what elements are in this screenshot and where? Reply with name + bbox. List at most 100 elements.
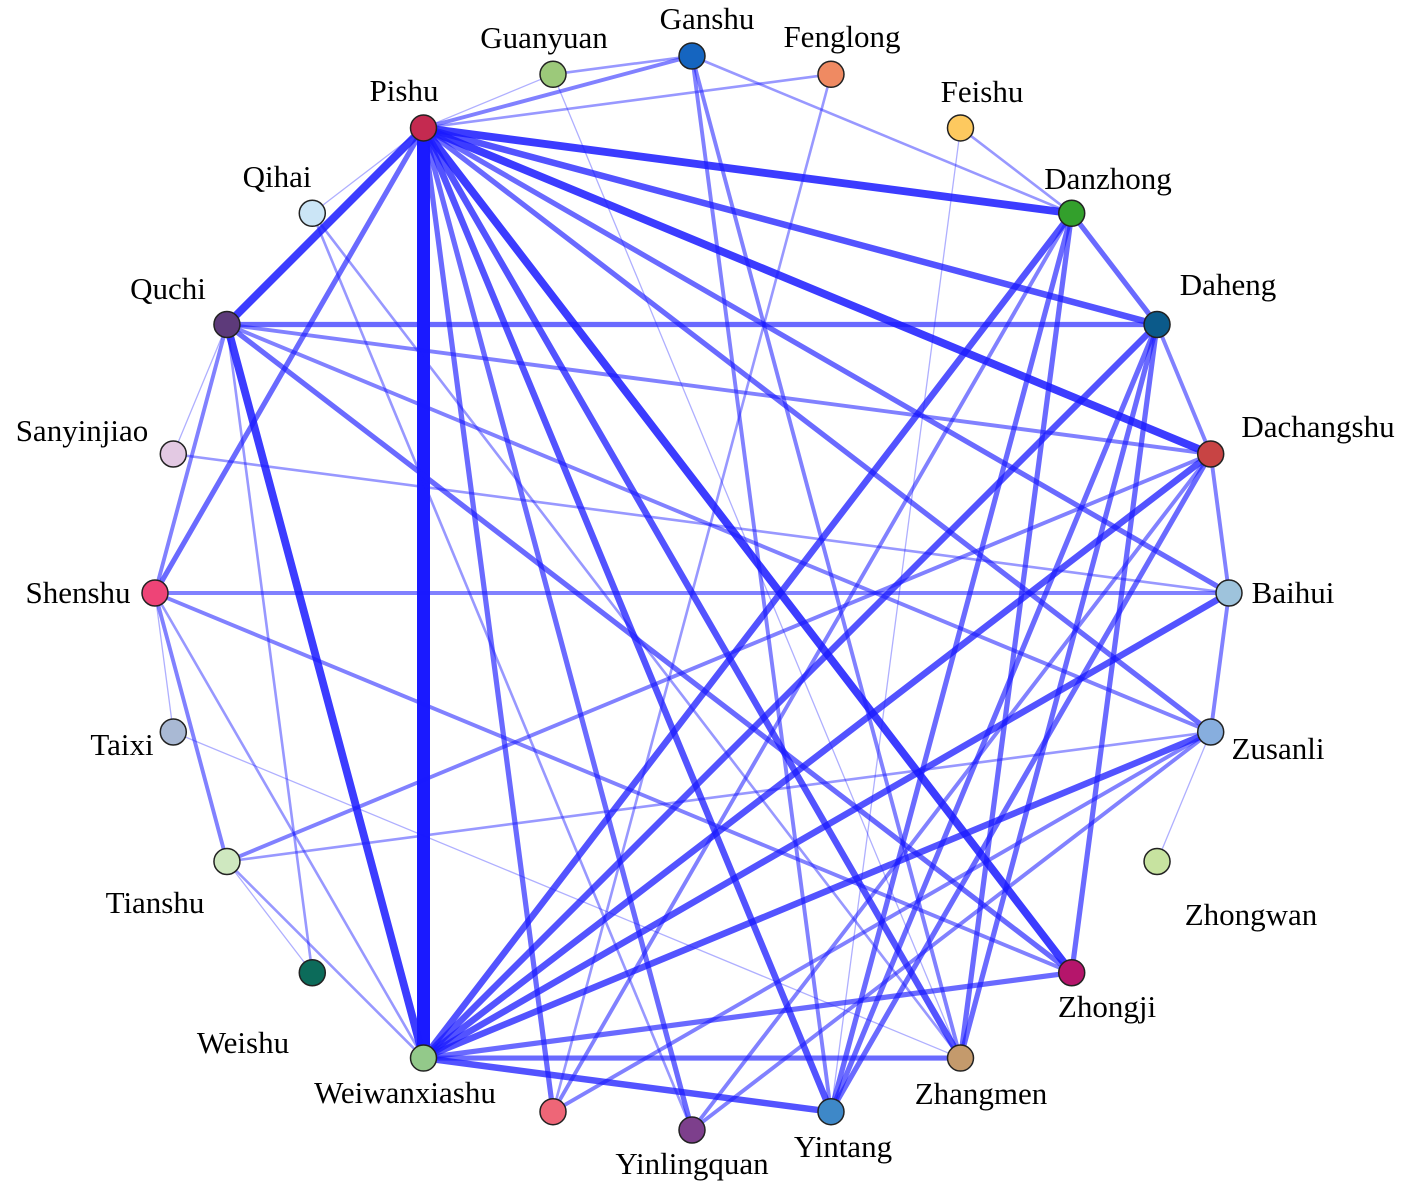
- node: [1196, 718, 1225, 746]
- node-label: Zhongwan: [1185, 897, 1318, 932]
- edge: [420, 125, 1214, 735]
- edge: [959, 126, 1074, 215]
- edge: [1208, 452, 1231, 595]
- edge: [551, 72, 833, 1114]
- node-label: Yintang: [794, 1129, 892, 1164]
- edge: [828, 210, 1075, 1115]
- node-label: Dachangshu: [1241, 409, 1394, 444]
- edge: [172, 323, 228, 455]
- node: [1143, 310, 1171, 339]
- node-label: Guanyuan: [480, 20, 608, 55]
- node-label: Baihui: [1252, 575, 1335, 610]
- node-label: Daheng: [1180, 267, 1276, 302]
- edge: [1155, 322, 1213, 456]
- edge: [422, 72, 833, 130]
- edge: [153, 322, 229, 595]
- node-label: Zhongji: [1058, 989, 1157, 1024]
- edge: [957, 210, 1075, 1061]
- node-label: Fenglong: [783, 19, 900, 54]
- node-label: Tianshu: [106, 885, 205, 920]
- node: [409, 1044, 438, 1072]
- edge: [172, 731, 962, 1059]
- edge: [420, 728, 1214, 1062]
- edge: [420, 589, 1233, 1062]
- node: [141, 579, 169, 607]
- edge: [1069, 321, 1160, 976]
- node: [539, 1097, 567, 1126]
- edge: [310, 211, 694, 1132]
- edge: [551, 54, 694, 76]
- edge: [830, 127, 962, 1113]
- node-label: Ganshu: [660, 1, 755, 36]
- node: [159, 440, 188, 468]
- edge: [422, 73, 554, 129]
- node: [298, 199, 327, 228]
- edge: [311, 127, 425, 214]
- node: [817, 1097, 845, 1126]
- node: [817, 60, 845, 89]
- node-label: Zhangmen: [915, 1076, 1048, 1111]
- edge: [420, 124, 835, 1115]
- edge: [420, 125, 1232, 596]
- edge: [420, 450, 1214, 1062]
- node: [213, 310, 241, 339]
- edge: [551, 211, 1074, 1114]
- edge: [420, 124, 1161, 328]
- node-label: Danzhong: [1044, 161, 1171, 196]
- edge: [225, 323, 314, 975]
- node-label: Taixi: [90, 727, 154, 762]
- node: [213, 847, 241, 876]
- edge: [420, 321, 1161, 1062]
- edge: [421, 54, 694, 130]
- node: [1196, 440, 1225, 468]
- edge: [1208, 591, 1231, 734]
- node: [946, 1044, 975, 1072]
- edge: [690, 54, 833, 1114]
- nodes: [141, 42, 1243, 1144]
- edge: [690, 54, 963, 1061]
- edge: [828, 451, 1214, 1115]
- edge: [420, 1054, 835, 1115]
- edge: [957, 321, 1160, 1061]
- node: [1215, 579, 1243, 607]
- edge: [223, 124, 428, 329]
- edge: [690, 730, 1213, 1132]
- edge: [171, 452, 1231, 595]
- node-label: Feishu: [941, 74, 1024, 109]
- node: [1143, 847, 1171, 876]
- edge: [690, 54, 1074, 215]
- edge: [224, 452, 1213, 864]
- edge: [420, 210, 1075, 1062]
- node-label: Qihai: [243, 159, 312, 194]
- edge: [224, 322, 1213, 734]
- edge: [1156, 731, 1212, 863]
- edge: [310, 211, 962, 1060]
- edge: [225, 730, 1213, 863]
- edge: [552, 73, 962, 1059]
- node-label: Weishu: [197, 1025, 289, 1060]
- edge: [153, 591, 425, 1060]
- node-label: Weiwanxiashu: [314, 1075, 496, 1110]
- node-label: Yinlingquan: [615, 1146, 769, 1181]
- node: [1057, 958, 1086, 987]
- edge: [152, 125, 427, 596]
- node: [409, 114, 438, 142]
- edge: [153, 591, 229, 864]
- edge: [419, 124, 1076, 218]
- node: [678, 42, 706, 70]
- edge: [690, 452, 1213, 1132]
- node-label: Quchi: [130, 271, 206, 306]
- edge: [223, 320, 428, 1062]
- node-label: Sanyinjiao: [16, 413, 149, 448]
- node: [678, 1116, 706, 1144]
- edge: [1069, 210, 1160, 328]
- node-label: Pishu: [370, 73, 439, 108]
- node: [298, 958, 327, 987]
- edge: [154, 592, 174, 733]
- edge: [224, 322, 1213, 456]
- node-label: Zusanli: [1232, 731, 1325, 766]
- node: [946, 114, 975, 142]
- edge: [153, 591, 1074, 975]
